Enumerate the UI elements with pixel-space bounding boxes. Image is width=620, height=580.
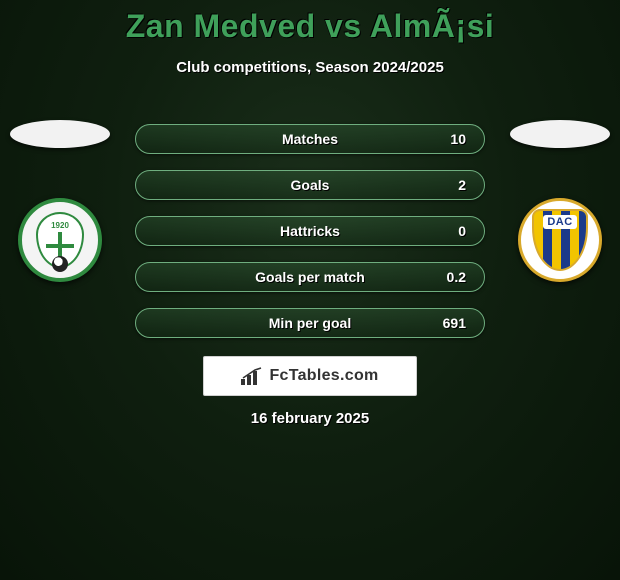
stat-row: Goals 2 xyxy=(135,170,485,200)
club-left-year: 1920 xyxy=(51,221,69,230)
player-right-slot: DAC xyxy=(510,120,610,282)
club-badge-left: 1920 xyxy=(18,198,102,282)
stat-label: Matches xyxy=(214,131,406,147)
stat-value-right: 0.2 xyxy=(406,269,466,285)
club-right-short: DAC xyxy=(543,215,576,229)
stat-value-right: 2 xyxy=(406,177,466,193)
subtitle: Club competitions, Season 2024/2025 xyxy=(0,59,620,76)
brand-box: FcTables.com xyxy=(203,356,417,396)
stat-row: Matches 10 xyxy=(135,124,485,154)
player-left-slot: 1920 xyxy=(10,120,110,282)
club-badge-right: DAC xyxy=(518,198,602,282)
stat-value-right: 691 xyxy=(406,315,466,331)
stat-value-right: 0 xyxy=(406,223,466,239)
date-label: 16 february 2025 xyxy=(0,410,620,427)
stat-row: Goals per match 0.2 xyxy=(135,262,485,292)
stats-panel: Matches 10 Goals 2 Hattricks 0 Goals per… xyxy=(135,124,485,354)
page-title: Zan Medved vs AlmÃ¡si xyxy=(0,0,620,45)
bars-icon xyxy=(241,367,263,385)
stat-value-right: 10 xyxy=(406,131,466,147)
stat-label: Goals xyxy=(214,177,406,193)
stat-label: Hattricks xyxy=(214,223,406,239)
player-left-avatar xyxy=(10,120,110,148)
brand-text: FcTables.com xyxy=(269,367,378,385)
stat-label: Min per goal xyxy=(214,315,406,331)
stat-label: Goals per match xyxy=(214,269,406,285)
stat-row: Hattricks 0 xyxy=(135,216,485,246)
player-right-avatar xyxy=(510,120,610,148)
stat-row: Min per goal 691 xyxy=(135,308,485,338)
